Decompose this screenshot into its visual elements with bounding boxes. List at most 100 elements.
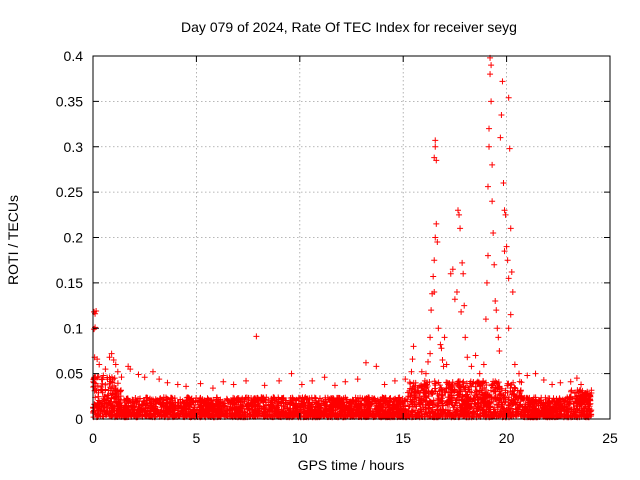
data-point	[549, 381, 556, 388]
data-point	[298, 381, 305, 388]
data-point	[354, 376, 361, 383]
data-point	[501, 248, 508, 255]
x-tick-label: 25	[602, 430, 618, 446]
data-point	[488, 98, 495, 105]
chart-title: Day 079 of 2024, Rate Of TEC Index for r…	[181, 19, 517, 35]
data-point	[490, 229, 497, 236]
data-point	[458, 308, 465, 315]
data-point	[94, 356, 101, 363]
data-point	[432, 143, 439, 150]
x-tick-label: 10	[292, 430, 308, 446]
data-point	[106, 354, 113, 361]
data-point	[425, 358, 432, 365]
data-point	[432, 137, 439, 144]
data-point	[96, 361, 103, 368]
data-point	[492, 298, 499, 305]
data-point	[261, 382, 268, 389]
data-point	[408, 368, 415, 375]
data-point	[174, 381, 181, 388]
data-point	[197, 380, 204, 387]
y-axis-label: ROTI / TECUs	[5, 195, 21, 285]
data-point	[540, 376, 547, 383]
data-point	[431, 288, 438, 295]
data-point	[430, 273, 437, 280]
data-point	[447, 270, 454, 277]
data-point	[434, 239, 441, 246]
y-tick-label: 0.15	[56, 275, 83, 291]
data-point	[112, 361, 119, 368]
data-point	[428, 307, 435, 314]
data-point	[578, 381, 585, 388]
data-point	[230, 381, 237, 388]
data-point	[418, 368, 425, 375]
data-point	[127, 366, 134, 373]
data-point	[501, 207, 508, 214]
data-point	[427, 334, 434, 341]
data-point	[493, 307, 500, 314]
data-point	[476, 370, 483, 377]
data-point	[373, 363, 380, 370]
data-point	[441, 334, 448, 341]
data-point	[100, 372, 107, 379]
data-point	[253, 333, 260, 340]
data-point	[435, 325, 442, 332]
data-point	[504, 257, 511, 264]
data-point	[93, 308, 100, 315]
data-point	[91, 326, 98, 333]
data-point	[402, 376, 409, 383]
data-points	[91, 54, 591, 395]
data-point	[491, 261, 498, 268]
data-point	[507, 311, 514, 318]
x-tick-label: 20	[499, 430, 515, 446]
data-point	[500, 180, 507, 187]
data-point	[497, 134, 504, 141]
data-point	[164, 379, 171, 386]
data-point	[532, 370, 539, 377]
data-point	[331, 382, 338, 389]
data-point	[433, 220, 440, 227]
y-tick-label: 0.05	[56, 366, 83, 382]
data-point	[276, 377, 283, 384]
data-point	[567, 378, 574, 385]
data-point	[508, 268, 515, 275]
y-tick-label: 0.3	[64, 139, 84, 155]
data-point	[584, 388, 591, 395]
data-point	[437, 341, 444, 348]
data-point	[439, 357, 446, 364]
data-point	[516, 370, 523, 377]
data-point	[433, 157, 440, 164]
data-point	[409, 356, 416, 363]
y-tick-labels: 0 0.05 0.1 0.15 0.2 0.25 0.3 0.35 0.4	[56, 48, 83, 427]
data-point	[511, 361, 518, 368]
data-point	[498, 111, 505, 118]
y-tick-label: 0	[75, 411, 83, 427]
data-point	[489, 198, 496, 205]
data-point	[487, 71, 494, 78]
data-point	[243, 377, 250, 384]
data-point	[488, 62, 495, 69]
data-point	[110, 357, 117, 364]
x-tick-labels: 0 5 10 15 20 25	[89, 430, 618, 446]
data-point	[102, 366, 109, 373]
data-point	[321, 374, 328, 381]
data-point	[482, 316, 489, 323]
data-point	[462, 334, 469, 341]
data-point	[502, 211, 509, 218]
data-point	[505, 275, 512, 282]
data-point	[486, 125, 493, 132]
data-point	[209, 385, 216, 392]
data-point	[573, 375, 580, 382]
data-point	[362, 359, 369, 366]
data-point	[149, 368, 156, 375]
data-point	[457, 225, 464, 232]
x-tick-label: 15	[395, 430, 411, 446]
data-point	[468, 363, 475, 370]
data-point	[505, 325, 512, 332]
data-point	[391, 377, 398, 384]
data-point	[309, 377, 316, 384]
data-point	[440, 363, 447, 370]
data-point	[499, 78, 506, 85]
data-point	[108, 350, 115, 357]
data-point	[449, 266, 456, 273]
